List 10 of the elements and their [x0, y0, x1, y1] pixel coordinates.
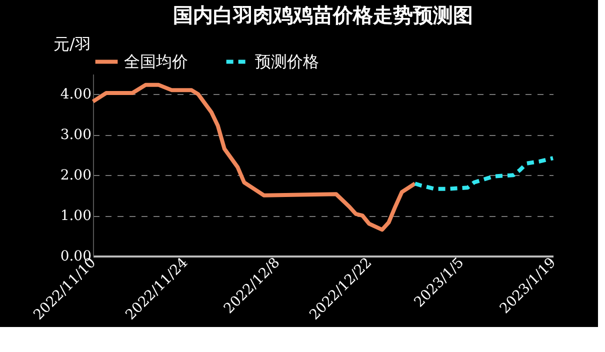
y-tick-label: 3.00 [60, 127, 92, 144]
legend-label: 预测价格 [255, 52, 319, 71]
line-series [413, 156, 555, 191]
line-series [91, 82, 417, 232]
y-tick-label: 2.00 [60, 168, 92, 184]
y-axis-title: 元/羽 [54, 34, 91, 54]
y-tick-label: 4.00 [60, 86, 92, 103]
y-tick-label: 1.00 [60, 208, 92, 224]
chart-title: 国内白羽肉鸡鸡苗价格走势预测图 [173, 3, 473, 27]
legend-label: 全国均价 [124, 52, 188, 71]
